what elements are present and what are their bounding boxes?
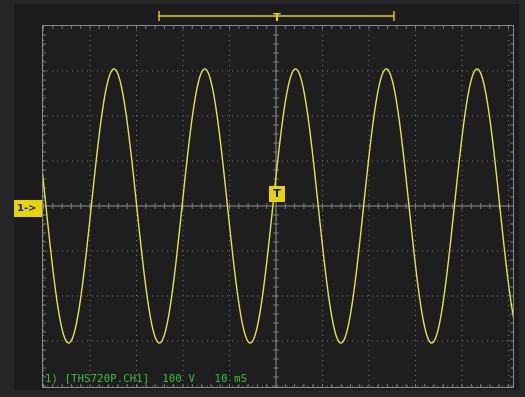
waveform-trace (42, 68, 514, 344)
trigger-level-marker[interactable]: T (269, 186, 285, 202)
sine-wave-path (42, 68, 514, 344)
scope-screen (42, 25, 514, 388)
top-trigger-label: T (273, 11, 281, 24)
channel-1-marker[interactable]: 1-> (14, 200, 42, 217)
screen-border (42, 25, 514, 388)
channel-readout: 1) [THS720P.CH1] 100 V 10 mS (45, 373, 248, 385)
graticule-grid (42, 25, 514, 388)
trigger-position-bracket[interactable]: T (0, 0, 525, 30)
